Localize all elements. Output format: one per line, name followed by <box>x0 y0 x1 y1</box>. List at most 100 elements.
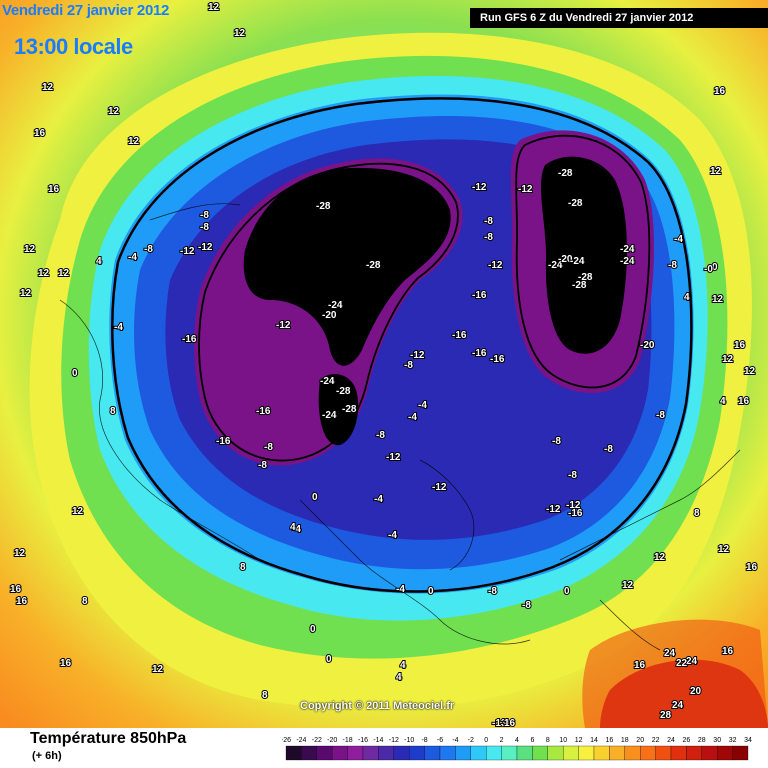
temperature-label: 12 <box>622 580 634 591</box>
temperature-label: 12 <box>718 544 730 555</box>
temperature-label: -8 <box>200 210 209 221</box>
temperature-label: -24 <box>322 410 337 421</box>
temperature-label: 12 <box>654 552 666 563</box>
warm-band-southeast <box>582 619 768 728</box>
coastlines <box>59 203 741 651</box>
temperature-label: 12 <box>710 166 722 177</box>
temperature-label: 16 <box>16 596 28 607</box>
temperature-label: 12 <box>38 268 50 279</box>
temperature-label: -8 <box>568 470 577 481</box>
temperature-label: -20 <box>322 310 337 321</box>
cold-core-east <box>540 156 627 354</box>
temperature-label: 0 <box>72 368 78 379</box>
temperature-label: 12 <box>108 106 120 117</box>
temperature-label: 4 <box>400 660 406 671</box>
temperature-label: -4 <box>388 530 397 541</box>
legend-tick-label: 30 <box>713 737 721 744</box>
temperature-label: -8 <box>404 360 413 371</box>
temperature-label: -4 <box>128 252 137 263</box>
temperature-label: -8 <box>522 600 531 611</box>
temperature-label: -0 <box>704 264 713 275</box>
legend-color-swatch <box>486 745 502 761</box>
legend-tick-label: -20 <box>327 737 337 744</box>
temperature-label: -12 <box>472 182 487 193</box>
legend-color-swatch <box>686 745 702 761</box>
temperature-label: -8 <box>144 244 153 255</box>
temperature-label: 24 <box>672 700 684 711</box>
temperature-label: -4 <box>114 322 123 333</box>
temperature-label: 16 <box>722 646 734 657</box>
legend-tick-label: 12 <box>575 737 583 744</box>
legend-tick-label: -16 <box>358 737 368 744</box>
temperature-label: -12 <box>432 482 447 493</box>
temperature-label: -8 <box>200 222 209 233</box>
temperature-label: -4 <box>396 584 405 595</box>
temperature-label: 4 <box>290 522 296 533</box>
temperature-label: -8 <box>604 444 613 455</box>
legend-color-swatch <box>547 745 564 761</box>
temperature-label: -16 <box>216 436 231 447</box>
temperature-label: 16 <box>504 718 516 728</box>
temperature-label: -8 <box>488 586 497 597</box>
legend-color-swatch <box>609 745 625 761</box>
temperature-label: 12 <box>24 244 36 255</box>
temperature-label: -28 <box>366 260 381 271</box>
temperature-label: 12 <box>744 366 756 377</box>
legend-color-swatch <box>670 745 687 761</box>
temperature-label: -8 <box>264 442 273 453</box>
temperature-label: 24 <box>686 656 698 667</box>
legend-color-swatch <box>732 745 749 761</box>
temperature-label: -28 <box>572 280 587 291</box>
color-scale-legend: -26-24-22-20-18-16-14-12-10-8-6-4-202468… <box>282 737 752 761</box>
temperature-label: 16 <box>734 340 746 351</box>
run-info-banner: Run GFS 6 Z du Vendredi 27 janvier 2012 <box>470 8 768 28</box>
legend-tick-label: 26 <box>683 737 691 744</box>
legend-tick-label: 18 <box>621 737 629 744</box>
temperature-label: -8 <box>258 460 267 471</box>
temperature-label: -20 <box>640 340 655 351</box>
temperature-label: 0 <box>312 492 318 503</box>
legend-tick-label: -14 <box>373 737 383 744</box>
legend-tick-label: 20 <box>636 737 644 744</box>
temperature-label: -28 <box>568 198 583 209</box>
temperature-label: -16 <box>490 354 505 365</box>
temperature-label: -28 <box>558 168 573 179</box>
temperature-label: -20 <box>558 254 573 265</box>
temperature-label: 12 <box>42 82 54 93</box>
cold-core-west <box>243 167 451 366</box>
temperature-label: -13 <box>492 718 507 728</box>
legend-color-swatch <box>378 745 394 761</box>
temperature-label: -12 <box>386 452 401 463</box>
legend-tick-label: 4 <box>515 737 519 744</box>
legend-color-swatch <box>316 745 333 761</box>
isotherm-zero <box>111 97 693 593</box>
legend-tick-label: -22 <box>312 737 322 744</box>
legend-tick-label: 10 <box>559 737 567 744</box>
temperature-label: -16 <box>452 330 467 341</box>
temperature-label: -12 <box>410 350 425 361</box>
legend-color-swatch <box>563 745 579 761</box>
temperature-label: 12 <box>234 28 246 39</box>
temperature-label: 28 <box>660 710 672 721</box>
legend-tick-label: -18 <box>343 737 353 744</box>
temperature-label: -8 <box>668 260 677 271</box>
temperature-label: -24 <box>620 244 635 255</box>
legend-color-swatch <box>301 745 317 761</box>
temperature-label: -24 <box>570 256 585 267</box>
legend-color-swatch <box>593 745 610 761</box>
legend-tick-label: 6 <box>530 737 534 744</box>
legend-color-swatch <box>409 745 425 761</box>
temperature-label: -28 <box>336 386 351 397</box>
legend-tick-label: -8 <box>421 737 427 744</box>
temperature-label: 12 <box>72 506 84 517</box>
legend-tick-label: -6 <box>437 737 443 744</box>
temperature-label: 12 <box>58 268 70 279</box>
temperature-label: -8 <box>376 430 385 441</box>
legend-tick-label: 34 <box>744 737 752 744</box>
temperature-label: 4 <box>684 292 690 303</box>
temperature-label: -4 <box>418 400 427 411</box>
temperature-label: 16 <box>714 86 726 97</box>
temperature-label: 0 <box>428 586 434 597</box>
temperature-label: 16 <box>746 562 758 573</box>
